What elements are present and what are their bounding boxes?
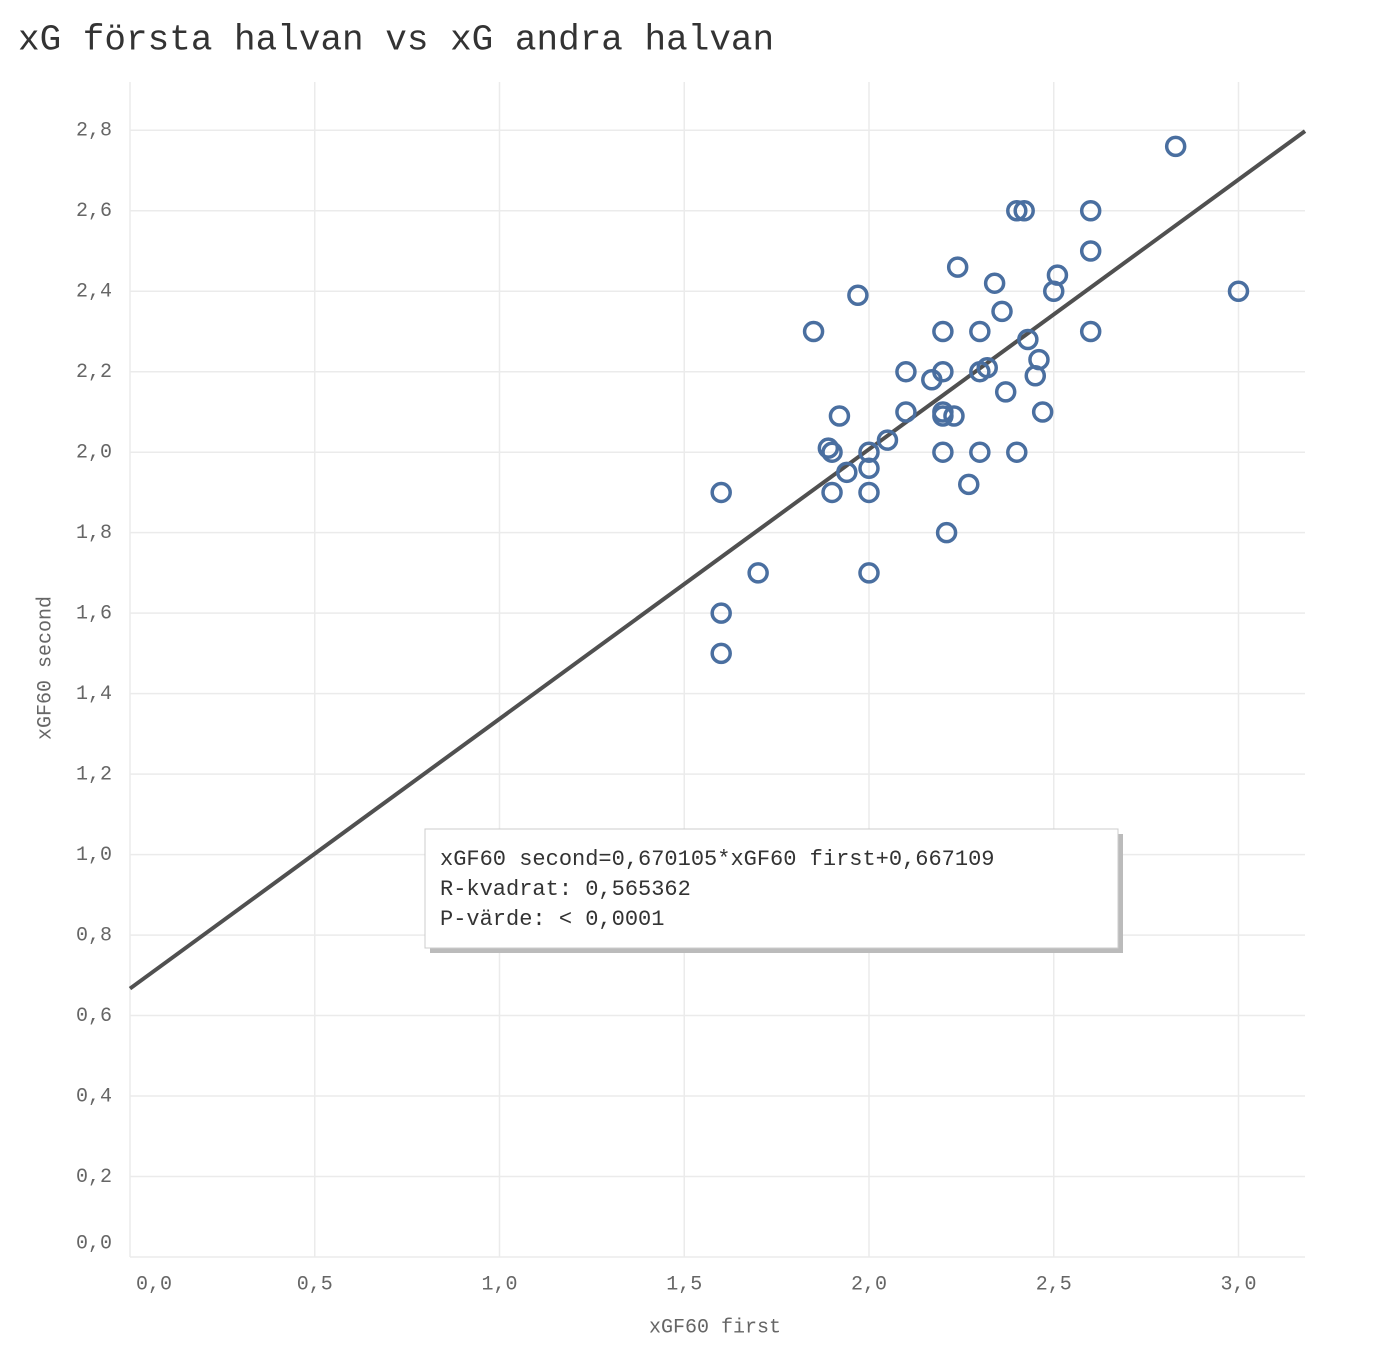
point xyxy=(821,481,843,504)
point xyxy=(710,602,732,624)
y-tick-label: 1,2 xyxy=(76,763,112,786)
trend-line xyxy=(128,129,1307,991)
point xyxy=(932,441,954,463)
point xyxy=(1079,240,1102,262)
point xyxy=(1013,200,1035,222)
annotation-line: P-värde: < 0,0001 xyxy=(440,907,664,932)
point xyxy=(858,562,880,584)
y-tick-label: 1,8 xyxy=(76,522,112,545)
point xyxy=(969,320,991,343)
x-tick-label: 0,5 xyxy=(297,1273,333,1296)
point xyxy=(876,429,899,451)
point xyxy=(1042,280,1065,302)
point xyxy=(858,441,880,463)
point xyxy=(710,481,732,504)
y-tick-label: 2,6 xyxy=(76,200,112,223)
point xyxy=(1227,280,1250,302)
point xyxy=(1164,135,1187,158)
point xyxy=(946,256,969,278)
point xyxy=(1079,200,1102,222)
point xyxy=(858,481,880,504)
point xyxy=(994,381,1017,403)
point xyxy=(935,521,958,544)
point xyxy=(847,284,869,307)
point xyxy=(1031,401,1054,423)
annotation-line: xGF60 second=0,670105*xGF60 first+0,6671… xyxy=(440,847,995,872)
point xyxy=(932,405,954,427)
annotation-rect xyxy=(424,828,1119,949)
y-tick-label: 2,8 xyxy=(76,120,112,143)
point xyxy=(1024,365,1047,387)
point xyxy=(991,300,1013,323)
point xyxy=(895,401,917,423)
point xyxy=(710,642,732,665)
point xyxy=(1006,200,1028,222)
y-tick-label: 1,4 xyxy=(76,683,112,706)
y-tick-label: 0,0 xyxy=(76,1232,112,1255)
chart-title: xG första halvan vs xG andra halvan xyxy=(18,20,774,61)
point xyxy=(802,320,825,343)
point xyxy=(836,461,858,484)
point xyxy=(983,272,1006,294)
marks xyxy=(128,129,1307,991)
point xyxy=(1017,328,1039,351)
x-axis-label: xGF60 first xyxy=(649,1316,781,1339)
y-axis-label: xGF60 second xyxy=(34,596,57,740)
point xyxy=(895,360,917,383)
x-tick-label: 1,5 xyxy=(666,1273,702,1296)
point xyxy=(747,562,769,584)
point xyxy=(828,405,851,427)
x-tick-label: 3,0 xyxy=(1220,1273,1256,1296)
point xyxy=(1006,441,1028,463)
point xyxy=(821,441,843,463)
point xyxy=(932,320,954,343)
point xyxy=(817,437,840,459)
annotation-line: R-kvadrat: 0,565362 xyxy=(440,877,691,902)
point xyxy=(969,360,991,383)
y-tick-label: 0,6 xyxy=(76,1005,112,1028)
x-tick-label: 1,0 xyxy=(481,1273,517,1296)
annotation-box: xGF60 second=0,670105*xGF60 first+0,6671… xyxy=(424,828,1123,953)
point xyxy=(943,405,965,427)
point xyxy=(958,473,980,496)
y-tick-label: 1,6 xyxy=(76,602,112,625)
y-tick-label: 2,4 xyxy=(76,281,112,304)
y-tick-label: 0,2 xyxy=(76,1166,112,1189)
x-tick-label: 2,0 xyxy=(851,1273,887,1296)
y-tick-label: 2,0 xyxy=(76,441,112,464)
y-tick-label: 1,0 xyxy=(76,844,112,867)
y-tick-label: 0,8 xyxy=(76,924,112,947)
y-tick-label: 0,4 xyxy=(76,1085,112,1108)
point xyxy=(1079,320,1102,343)
point xyxy=(969,441,991,463)
point xyxy=(921,369,943,391)
y-tick-label: 2,2 xyxy=(76,361,112,384)
x-tick-label: 0,0 xyxy=(136,1273,172,1296)
x-tick-label: 2,5 xyxy=(1036,1273,1072,1296)
point xyxy=(858,457,880,480)
